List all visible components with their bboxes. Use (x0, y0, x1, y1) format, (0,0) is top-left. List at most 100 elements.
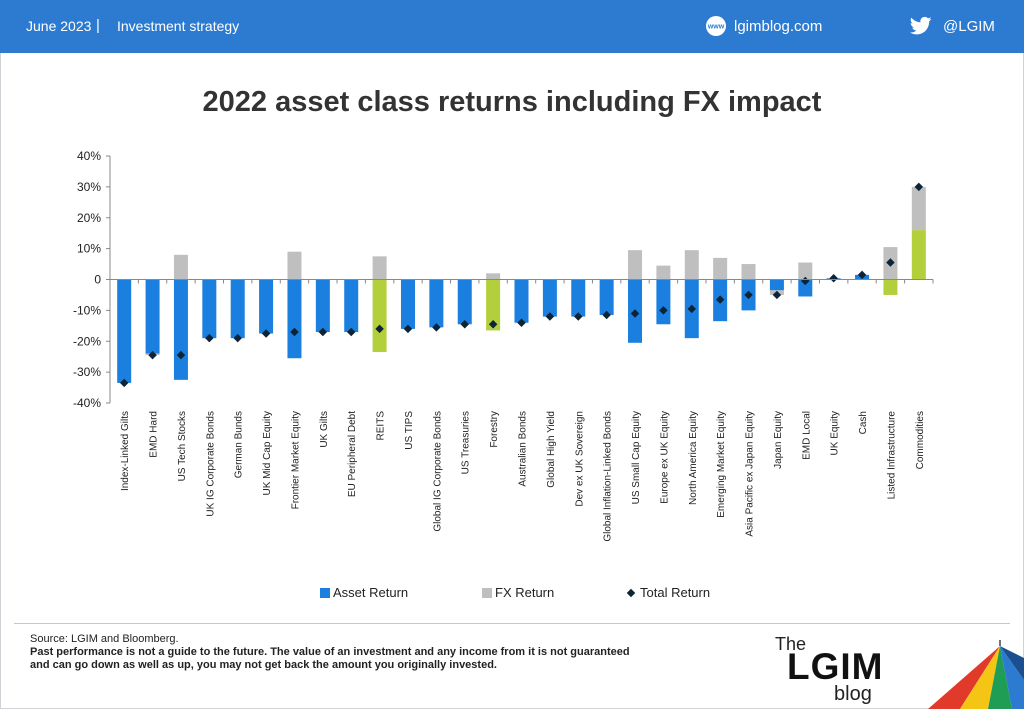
legend-label-fx: FX Return (495, 585, 555, 600)
point-total-return (488, 320, 498, 329)
disclaimer-text: Past performance is not a guide to the f… (30, 646, 630, 671)
point-total-return (290, 327, 299, 337)
x-tick-label: EU Peripheral Debt (347, 411, 358, 497)
point-total-return (460, 320, 469, 329)
x-tick-label: Dev ex UK Sovereign (574, 411, 585, 507)
x-tick-label: Europe ex UK Equity (659, 411, 670, 504)
web-icon-text: www (707, 24, 725, 31)
point-total-return (318, 327, 328, 337)
bar-fx-return (287, 251, 302, 280)
y-tick-label: 10% (77, 242, 101, 256)
x-tick-label: UK IG Corporate Bonds (205, 411, 216, 517)
x-tick-label: Global IG Corporate Bonds (432, 411, 443, 532)
point-total-return (715, 295, 725, 304)
header-topic[interactable]: Investment strategy (117, 18, 240, 34)
bar-asset-return (230, 279, 245, 339)
point-total-return (261, 329, 271, 338)
x-tick-label: REITS (376, 411, 387, 441)
bar-asset-return (656, 279, 671, 325)
x-tick-label: UK Gilts (319, 411, 330, 448)
twitter-bird-icon[interactable] (910, 16, 932, 36)
y-tick-label: -10% (73, 303, 101, 317)
website-link[interactable]: lgimblog.com (734, 18, 823, 35)
x-tick-label: UK Mid Cap Equity (262, 411, 273, 495)
logo-blog-text: blog (834, 683, 872, 705)
bar-asset-return (457, 279, 472, 325)
y-tick-label: -20% (73, 334, 101, 348)
point-total-return (403, 324, 413, 334)
header-bar: June 2023 | Investment strategy www lgim… (0, 0, 1024, 53)
x-tick-label: US Small Cap Equity (631, 411, 642, 504)
x-tick-label: North America Equity (688, 411, 699, 505)
x-tick-label: EMD Local (801, 411, 812, 460)
bar-asset-return (883, 279, 898, 295)
point-total-return (602, 310, 611, 320)
point-total-return (857, 270, 867, 280)
x-tick-label: Australian Bonds (518, 411, 529, 487)
point-total-return (176, 350, 186, 360)
y-tick-label: -40% (73, 396, 101, 410)
bar-fx-return (911, 186, 926, 231)
x-tick-label: US TIPS (404, 411, 415, 450)
bar-asset-return (429, 279, 444, 328)
y-tick-label: -30% (73, 365, 101, 379)
x-tick-label: Commodities (915, 411, 926, 469)
bar-asset-return (542, 279, 557, 317)
bar-asset-return (911, 230, 926, 280)
bar-asset-return (315, 279, 330, 332)
twitter-handle-link[interactable]: @LGIM (943, 18, 995, 35)
legend-marker-total (626, 588, 636, 598)
x-tick-label: EMD Hard (149, 411, 160, 458)
chart-legend: Asset Return FX Return Total Return (0, 585, 1024, 605)
bar-asset-return (571, 279, 586, 317)
x-tick-label: Frontier Market Equity (290, 411, 301, 509)
y-tick-label: 30% (77, 180, 101, 194)
x-tick-label: German Bunds (234, 411, 245, 478)
bar-asset-return (287, 279, 302, 359)
bar-fx-return (741, 264, 756, 280)
x-tick-label: Asia Pacific ex Japan Equity (745, 411, 756, 537)
bar-fx-return (486, 273, 501, 280)
x-tick-label: US Treasuries (461, 411, 472, 474)
point-total-return (432, 323, 441, 332)
legend-label-total: Total Return (640, 585, 711, 600)
point-total-return (346, 327, 356, 337)
x-tick-label: UK Equity (830, 411, 841, 455)
source-note: Source: LGIM and Bloomberg. (30, 633, 179, 645)
y-tick-label: 0 (94, 273, 101, 287)
globe-www-icon: www (706, 16, 726, 36)
bar-asset-return (798, 279, 813, 297)
bar-fx-return (684, 250, 699, 280)
bar-fx-return (656, 265, 671, 280)
legend-item-fx-return: FX Return (482, 585, 554, 600)
point-total-return (829, 274, 838, 283)
legend-item-total-return: Total Return (626, 585, 711, 600)
returns-chart: 40% 30% 20% 10% 0 -10% -20% -30% -40% Index-Linke… (73, 149, 934, 542)
logo-the-text: The (775, 634, 807, 654)
bar-asset-return (400, 279, 415, 329)
legend-item-asset-return: Asset Return (320, 585, 408, 600)
y-tick-label: 20% (77, 211, 101, 225)
x-tick-label: Listed Infrastructure (886, 411, 897, 500)
legend-swatch-fx (482, 588, 492, 598)
y-tick-label: 40% (77, 149, 101, 163)
point-total-return (375, 324, 384, 334)
bar-asset-return (202, 279, 217, 339)
bar-asset-return (173, 279, 188, 380)
bar-fx-return (798, 262, 813, 280)
bar-asset-return (344, 279, 359, 332)
bar-asset-return (259, 279, 274, 334)
point-total-return (630, 309, 640, 318)
x-tick-label: Japan Equity (773, 411, 784, 469)
bar-fx-return (173, 254, 188, 280)
point-total-return (517, 318, 526, 327)
bar-asset-return (769, 279, 784, 291)
bar-asset-return (372, 279, 387, 353)
point-total-return (233, 333, 242, 343)
point-total-return (148, 350, 157, 360)
x-tick-label: US Tech Stocks (177, 411, 188, 481)
legend-label-asset: Asset Return (333, 585, 409, 600)
x-tick-label: Cash (858, 411, 869, 434)
bar-asset-return (599, 279, 614, 316)
